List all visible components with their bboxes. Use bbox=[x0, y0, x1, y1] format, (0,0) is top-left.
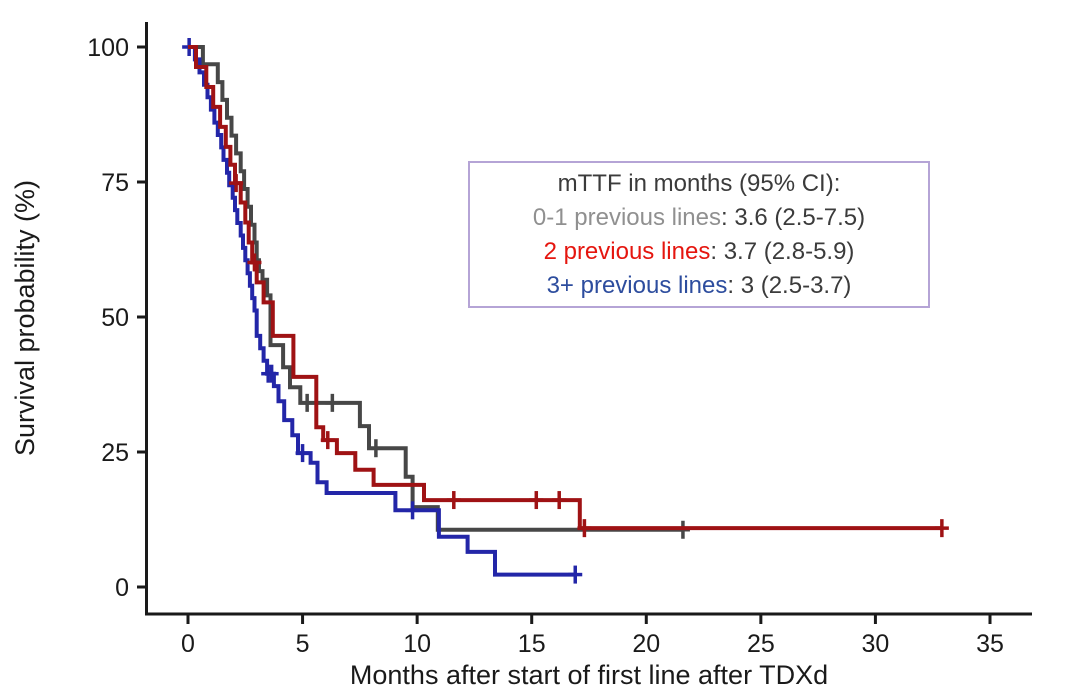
legend-entry-blue-value: 3 (2.5-3.7) bbox=[740, 271, 852, 299]
legend-entry-red-value: 3.7 (2.8-5.9) bbox=[723, 237, 855, 265]
censor-mark bbox=[264, 364, 279, 383]
x-tick-label: 30 bbox=[862, 630, 890, 658]
censor-mark bbox=[446, 491, 461, 510]
legend-title: mTTF in months (95% CI): bbox=[557, 169, 841, 197]
legend-entry-blue-label: 3+ previous lines bbox=[546, 271, 728, 299]
censor-mark bbox=[934, 519, 949, 538]
legend-entry-red-label: 2 previous lines bbox=[543, 237, 711, 265]
censor-mark bbox=[320, 431, 335, 450]
axis-ticks: 0 5 10 15 20 25 30 35 0 25 50 75 100 bbox=[87, 34, 1004, 658]
legend-entry-blue: 3+ previous lines: 3 (2.5-3.7) bbox=[547, 269, 852, 303]
legend-separator: : bbox=[710, 237, 724, 265]
x-tick-label: 10 bbox=[403, 630, 431, 658]
x-tick-label: 20 bbox=[632, 630, 660, 658]
survival-curves bbox=[182, 38, 949, 584]
y-tick-label: 0 bbox=[115, 574, 129, 602]
censor-mark bbox=[568, 565, 583, 584]
censor-mark bbox=[325, 393, 340, 412]
censor-mark bbox=[229, 174, 244, 193]
censor-mark bbox=[552, 491, 567, 510]
censor-mark bbox=[247, 253, 262, 272]
x-tick-label: 25 bbox=[747, 630, 775, 658]
x-tick-label: 5 bbox=[296, 630, 310, 658]
y-axis-title: Survival probability (%) bbox=[10, 180, 40, 456]
legend-entry-gray: 0-1 previous lines: 3.6 (2.5-7.5) bbox=[533, 201, 865, 235]
censor-mark bbox=[405, 501, 420, 520]
survival-curve-0-1-previous-lines bbox=[188, 45, 683, 532]
censor-mark bbox=[300, 393, 315, 412]
censor-mark bbox=[368, 439, 383, 458]
censor-mark bbox=[295, 444, 310, 463]
legend-separator: : bbox=[727, 271, 741, 299]
censor-mark bbox=[577, 519, 592, 538]
legend-entry-gray-label: 0-1 previous lines bbox=[532, 203, 722, 231]
y-tick-label: 25 bbox=[101, 439, 129, 467]
legend-box: mTTF in months (95% CI): 0-1 previous li… bbox=[468, 161, 930, 308]
x-tick-label: 15 bbox=[518, 630, 546, 658]
y-tick-label: 100 bbox=[87, 34, 129, 62]
y-tick-label: 75 bbox=[101, 169, 129, 197]
survival-curve-3-previous-lines bbox=[188, 45, 576, 577]
legend-entry-red: 2 previous lines: 3.7 (2.8-5.9) bbox=[544, 235, 855, 269]
x-axis-title: Months after start of first line after T… bbox=[350, 660, 828, 690]
legend-entry-gray-value: 3.6 (2.5-7.5) bbox=[734, 203, 866, 231]
legend-separator: : bbox=[721, 203, 735, 231]
x-tick-label: 35 bbox=[976, 630, 1004, 658]
y-tick-label: 50 bbox=[101, 304, 129, 332]
x-tick-label: 0 bbox=[181, 630, 195, 658]
censor-mark bbox=[529, 491, 544, 510]
